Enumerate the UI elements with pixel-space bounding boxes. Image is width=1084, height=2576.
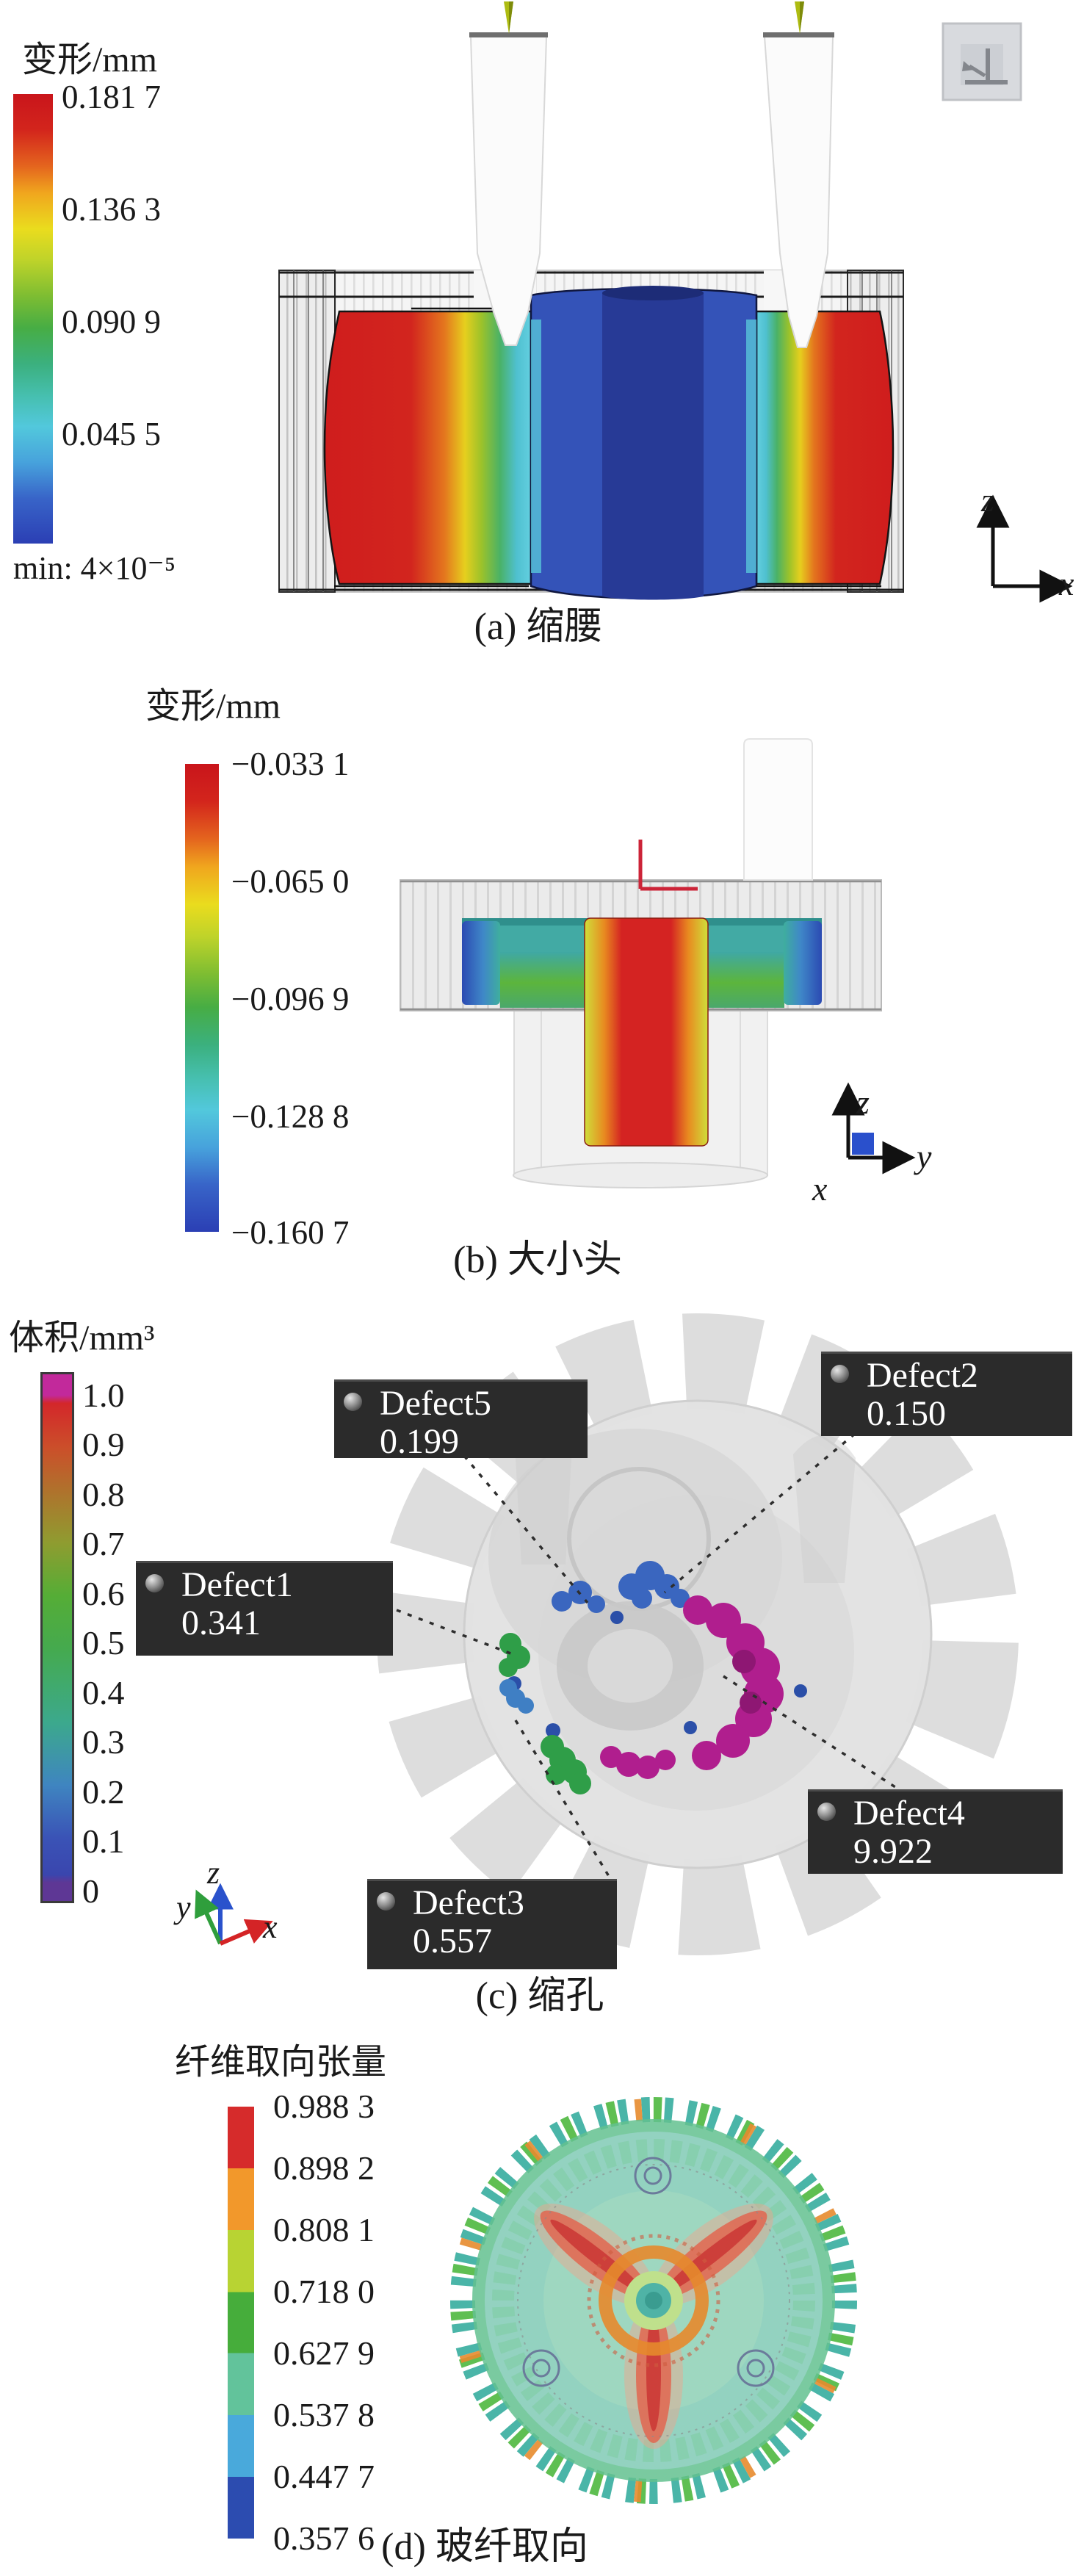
colorbar-a-tick: 0.045 5 [62, 416, 161, 452]
colorbar-d-tick: 0.718 0 [273, 2273, 375, 2310]
colorbar-b-tick: −0.160 7 [231, 1214, 350, 1251]
defect3-label: Defect3 0.557 [367, 1879, 617, 1969]
colorbar-c-tick: 0.4 [82, 1674, 125, 1711]
colorbar-d-title: 纤维取向张量 [175, 2043, 387, 2082]
sprue-pin-b [743, 738, 813, 881]
colorbar-c-tick: 0.9 [82, 1426, 125, 1463]
defect-pin-icon [145, 1574, 164, 1592]
defect-value: 0.341 [181, 1603, 261, 1642]
colorbar-d-tick: 0.357 6 [273, 2519, 375, 2557]
colorbar-a-tick: 0.090 9 [62, 303, 161, 340]
colorbar-c-tick: 0 [82, 1872, 99, 1910]
axis-a-x-label: x [1059, 565, 1074, 602]
colorbar-d-tick: 0.537 8 [273, 2396, 375, 2434]
defect-name: Defect1 [181, 1565, 293, 1604]
deformed-part-b [462, 917, 822, 1147]
panel-a-render [278, 1, 1073, 603]
defect-name: Defect5 [380, 1384, 491, 1423]
axes-a [976, 494, 1073, 603]
bolt-holes-d [522, 2157, 775, 2387]
axis-b-y-label: y [917, 1138, 932, 1175]
defect-pin-icon [344, 1393, 362, 1411]
colorbar-b-title: 变形/mm [145, 687, 281, 726]
colorbar-a-title: 变形/mm [22, 40, 158, 79]
colorbar-a-tick: 0.136 3 [62, 191, 161, 228]
orientation-widget-icon [942, 22, 1022, 101]
axes-b [831, 1082, 916, 1175]
defect-value: 9.922 [853, 1831, 933, 1871]
colorbar-d-tick: 0.808 1 [273, 2211, 375, 2248]
defect-value: 0.557 [413, 1921, 492, 1960]
axis-c-z-label: z [207, 1855, 220, 1891]
colorbar-c-title: 体积/mm³ [9, 1318, 155, 1357]
colorbar-d [228, 2107, 254, 2539]
defect-blobs-magenta [600, 1595, 784, 1779]
axes-c [195, 1883, 273, 1946]
defect-blobs-green [499, 1633, 591, 1794]
defect-name: Defect4 [853, 1794, 965, 1833]
colorbar-b-tick: −0.065 0 [231, 863, 350, 900]
colorbar-c-tick: 0.6 [82, 1575, 125, 1612]
defect-pin-icon [377, 1892, 395, 1911]
axis-a-z-label: z [981, 481, 994, 519]
defect-name: Defect2 [867, 1356, 978, 1395]
defect-name: Defect3 [413, 1883, 524, 1922]
defect-pin-icon [831, 1365, 849, 1383]
axis-b-x-label: x [812, 1170, 828, 1208]
colorbar-b [185, 764, 219, 1232]
defect-pin-icon [817, 1803, 836, 1821]
colorbar-d-tick: 0.627 9 [273, 2334, 375, 2372]
gear-c [377, 1313, 1019, 1955]
colorbar-d-tick: 0.988 3 [273, 2088, 375, 2125]
colorbar-c-tick: 0.2 [82, 1773, 125, 1811]
axis-b-z-label: z [856, 1083, 870, 1121]
gate-marker-b [638, 840, 698, 891]
axis-c-x-label: x [263, 1909, 278, 1945]
defect-value: 0.199 [380, 1421, 459, 1461]
colorbar-c-tick: 1.0 [82, 1377, 125, 1414]
colorbar-b-tick: −0.096 9 [231, 981, 350, 1017]
colorbar-c-tick: 0.1 [82, 1822, 125, 1860]
defect-leader-lines [396, 1432, 904, 1878]
colorbar-a-min-label: min: 4×10⁻⁵ [13, 550, 176, 586]
caption-d: (d) 玻纤取向 [381, 2526, 588, 2568]
colorbar-b-tick: −0.033 1 [231, 746, 350, 782]
defect4-label: Defect4 9.922 [808, 1789, 1063, 1874]
colorbar-c-tick: 0.5 [82, 1624, 125, 1662]
defect5-label: Defect5 0.199 [334, 1379, 588, 1461]
colorbar-c-tick: 0.3 [82, 1723, 125, 1761]
colorbar-c-tick: 0.7 [82, 1525, 125, 1562]
ejector-pin-left [469, 1, 548, 346]
colorbar-c-tick: 0.8 [82, 1476, 125, 1513]
colorbar-d-tick: 0.447 7 [273, 2458, 375, 2495]
colorbar-c [40, 1372, 74, 1903]
colorbar-d-tick: 0.898 2 [273, 2149, 375, 2187]
defect2-label: Defect2 0.150 [821, 1352, 1072, 1436]
ejector-pin-right [763, 1, 834, 348]
deformed-part-a [323, 286, 895, 600]
colorbar-a-tick: 0.181 7 [62, 79, 161, 115]
axis-c-y-label: y [176, 1889, 191, 1925]
caption-c: (c) 缩孔 [475, 1975, 604, 2017]
caption-a: (a) 缩腰 [474, 606, 603, 648]
gear-d [450, 2097, 857, 2504]
colorbar-b-tick: −0.128 8 [231, 1098, 350, 1135]
defect-blobs-blue [499, 1561, 807, 1738]
panel-b-render [400, 738, 916, 1188]
caption-b: (b) 大小头 [453, 1239, 622, 1281]
defect-value: 0.150 [867, 1393, 946, 1433]
defect1-label: Defect1 0.341 [136, 1561, 393, 1656]
panel-c-render [195, 1313, 1019, 1955]
colorbar-a [13, 94, 53, 544]
